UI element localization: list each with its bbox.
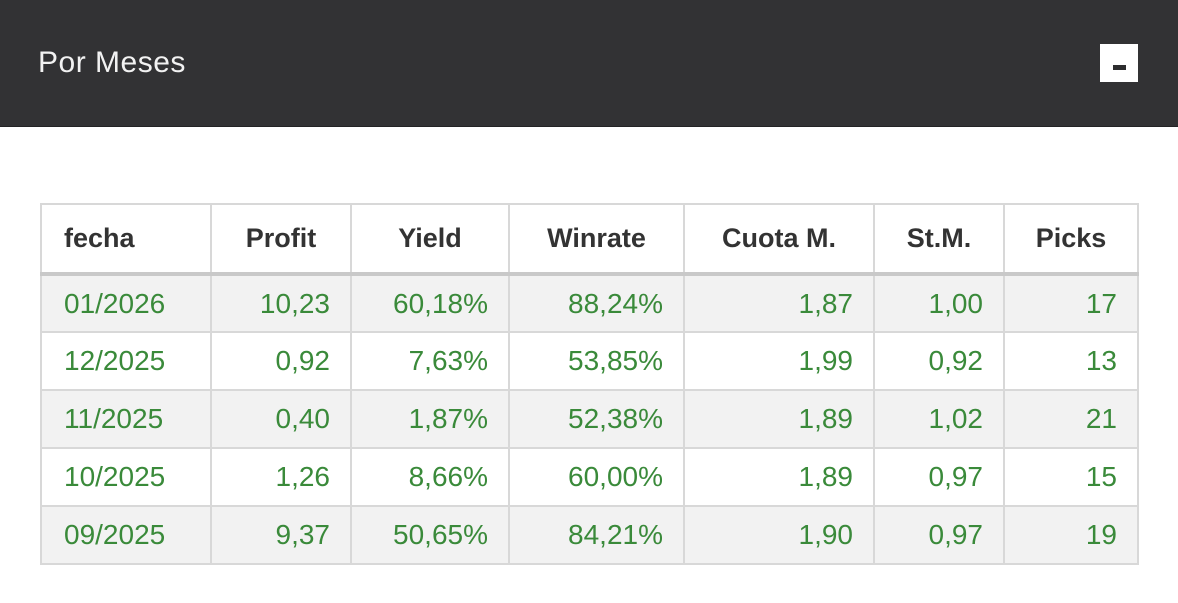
column-header-cuota-m: Cuota M.: [683, 203, 875, 276]
panel-header: Por Meses: [0, 0, 1178, 127]
stats-panel-body: fecha Profit Yield Winrate Cuota M. St.M…: [40, 203, 1139, 565]
cell-fecha: 01/2026: [40, 273, 212, 333]
column-header-fecha: fecha: [40, 203, 212, 276]
cell-st-m: 0,92: [873, 331, 1005, 391]
table-row: 01/2026 10,23 60,18% 88,24% 1,87 1,00 17: [40, 273, 1139, 333]
minus-icon: [1112, 64, 1126, 70]
cell-cuota-m: 1,90: [683, 505, 875, 565]
column-header-picks: Picks: [1003, 203, 1139, 276]
cell-st-m: 0,97: [873, 505, 1005, 565]
table-header-row: fecha Profit Yield Winrate Cuota M. St.M…: [40, 203, 1139, 276]
cell-winrate: 53,85%: [508, 331, 685, 391]
cell-profit: 10,23: [210, 273, 352, 333]
cell-yield: 60,18%: [350, 273, 510, 333]
cell-winrate: 52,38%: [508, 389, 685, 449]
cell-st-m: 1,00: [873, 273, 1005, 333]
column-header-profit: Profit: [210, 203, 352, 276]
cell-winrate: 60,00%: [508, 447, 685, 507]
cell-st-m: 1,02: [873, 389, 1005, 449]
cell-yield: 8,66%: [350, 447, 510, 507]
cell-yield: 50,65%: [350, 505, 510, 565]
cell-yield: 1,87%: [350, 389, 510, 449]
cell-picks: 17: [1003, 273, 1139, 333]
column-header-yield: Yield: [350, 203, 510, 276]
column-header-winrate: Winrate: [508, 203, 685, 276]
cell-fecha: 09/2025: [40, 505, 212, 565]
cell-fecha: 11/2025: [40, 389, 212, 449]
cell-cuota-m: 1,89: [683, 447, 875, 507]
cell-picks: 19: [1003, 505, 1139, 565]
monthly-stats-table: fecha Profit Yield Winrate Cuota M. St.M…: [40, 203, 1139, 565]
column-header-st-m: St.M.: [873, 203, 1005, 276]
page-title: Por Meses: [38, 46, 186, 79]
cell-profit: 1,26: [210, 447, 352, 507]
cell-winrate: 88,24%: [508, 273, 685, 333]
cell-fecha: 12/2025: [40, 331, 212, 391]
cell-fecha: 10/2025: [40, 447, 212, 507]
cell-cuota-m: 1,89: [683, 389, 875, 449]
cell-cuota-m: 1,99: [683, 331, 875, 391]
cell-winrate: 84,21%: [508, 505, 685, 565]
cell-st-m: 0,97: [873, 447, 1005, 507]
cell-profit: 0,40: [210, 389, 352, 449]
cell-profit: 9,37: [210, 505, 352, 565]
collapse-button[interactable]: [1100, 44, 1138, 82]
cell-yield: 7,63%: [350, 331, 510, 391]
cell-profit: 0,92: [210, 331, 352, 391]
cell-cuota-m: 1,87: [683, 273, 875, 333]
table-row: 12/2025 0,92 7,63% 53,85% 1,99 0,92 13: [40, 331, 1139, 391]
table-row: 09/2025 9,37 50,65% 84,21% 1,90 0,97 19: [40, 505, 1139, 565]
cell-picks: 13: [1003, 331, 1139, 391]
cell-picks: 15: [1003, 447, 1139, 507]
table-row: 10/2025 1,26 8,66% 60,00% 1,89 0,97 15: [40, 447, 1139, 507]
cell-picks: 21: [1003, 389, 1139, 449]
table-row: 11/2025 0,40 1,87% 52,38% 1,89 1,02 21: [40, 389, 1139, 449]
